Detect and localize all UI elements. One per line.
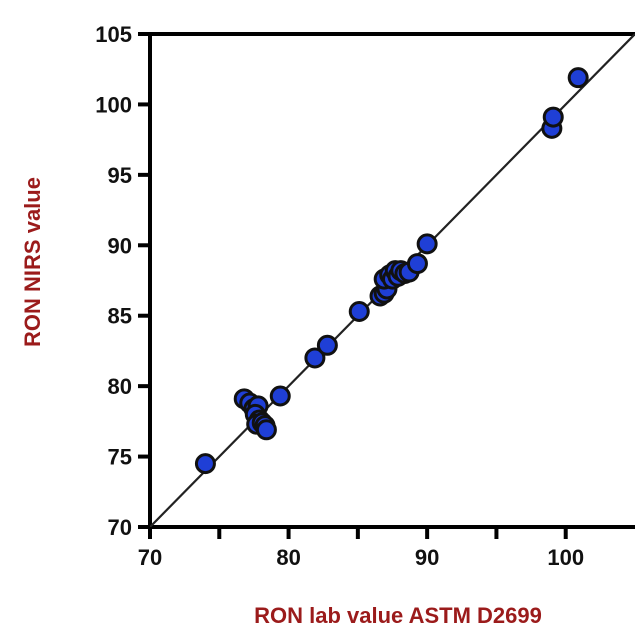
y-tick-label: 80 <box>108 374 132 399</box>
data-point <box>255 419 277 441</box>
data-points <box>194 67 589 475</box>
x-tick-label: 90 <box>415 545 439 570</box>
y-tick-label: 100 <box>95 92 132 117</box>
data-point <box>416 233 438 255</box>
data-point <box>567 67 589 89</box>
y-tick-label: 75 <box>108 445 132 470</box>
y-tick-label: 70 <box>108 515 132 540</box>
y-tick-label: 85 <box>108 304 132 329</box>
data-point <box>542 106 564 128</box>
data-point <box>269 385 291 407</box>
y-tick-label: 105 <box>95 22 132 47</box>
x-axis-title: RON lab value ASTM D2699 <box>254 603 542 628</box>
data-point <box>406 253 428 275</box>
x-tick-label: 80 <box>276 545 300 570</box>
x-tick-label: 70 <box>138 545 162 570</box>
plot-frame <box>148 32 635 529</box>
axis-ticks: 70 75 80 85 90 95 100 105 70 80 90 100 <box>95 22 584 570</box>
data-point <box>348 300 370 322</box>
data-point <box>316 334 338 356</box>
y-axis-title: RON NIRS value <box>20 177 45 347</box>
y-tick-label: 95 <box>108 163 132 188</box>
y-tick-label: 90 <box>108 233 132 258</box>
data-point <box>194 453 216 475</box>
x-tick-label: 100 <box>547 545 584 570</box>
data-point <box>304 347 326 369</box>
